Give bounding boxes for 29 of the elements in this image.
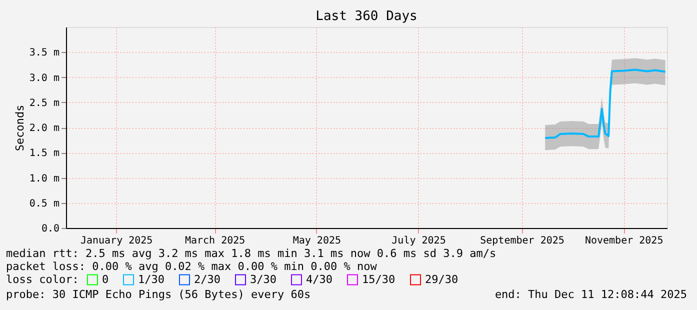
legend-label: 2/30 [194, 272, 220, 286]
legend-label: 1/30 [138, 272, 164, 286]
x-tick-label: March 2025 [184, 236, 246, 246]
legend-label: 29/30 [425, 272, 458, 286]
y-tick-label: 3.0 m [29, 72, 60, 84]
x-tick-label: July 2025 [392, 236, 446, 246]
chart-title: Last 360 Days [316, 9, 418, 24]
y-tick-label: 3.5 m [29, 48, 60, 59]
text: packet loss: 0.00 % avg 0.02 % max 0.00 % min 0.00 % now [6, 260, 378, 273]
text: end: Thu Dec 11 12:08:44 2025 [494, 288, 687, 301]
x-tick-label: September 2025 [480, 236, 564, 246]
x-tick-label: May 2025 [292, 236, 342, 246]
legend-label: 3/30 [250, 272, 276, 286]
legend-label: 4/30 [306, 272, 332, 286]
legend-title: loss color: [6, 273, 79, 286]
y-tick-label: 0.5 m [29, 198, 60, 210]
text: probe: 30 ICMP Echo Pings (56 Bytes) every 60s [6, 288, 311, 301]
legend-label: 0 [102, 272, 109, 286]
line-series [544, 68, 666, 140]
y-tick-label: 1.0 m [29, 173, 60, 184]
x-tick-label: January 2025 [80, 236, 153, 246]
x-tick-label: November 2025 [584, 236, 664, 246]
y-axis-title: Seconds [13, 104, 26, 152]
text: median rtt: 2.5 ms avg 3.2 ms max 1.8 ms min 3.1 ms now 0.6 ms sd 3.9 am/s [6, 247, 496, 260]
y-tick-label: 1.5 m [29, 148, 60, 160]
y-tick-label: 0.0 [41, 224, 60, 234]
y-tick-label: 2.5 m [29, 98, 60, 109]
legend-label: 15/30 [362, 272, 396, 286]
y-tick-label: 2.0 m [29, 123, 60, 134]
